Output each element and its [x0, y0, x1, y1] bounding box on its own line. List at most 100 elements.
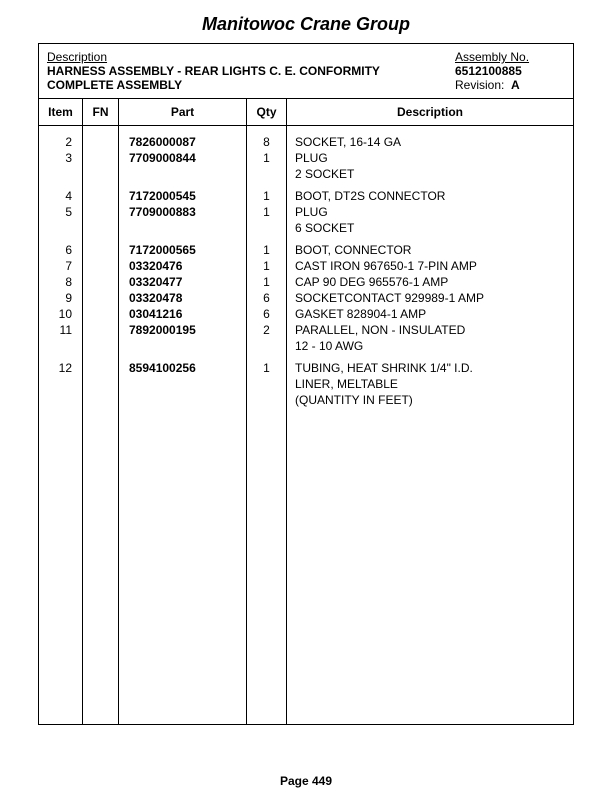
table-cell: 1: [247, 274, 286, 290]
table-cell: [247, 392, 286, 408]
table-cell: [247, 376, 286, 392]
col-header-part: Part: [119, 99, 247, 125]
table-cell: 4: [39, 188, 82, 204]
table-cell: GASKET 828904-1 AMP: [287, 306, 573, 322]
table-cell: 1: [247, 188, 286, 204]
table-cell: BOOT, CONNECTOR: [287, 242, 573, 258]
col-header-qty: Qty: [247, 99, 287, 125]
table-cell: 1: [247, 204, 286, 220]
table-cell: 03320478: [119, 290, 246, 306]
table-cell: [83, 376, 118, 392]
revision-value: A: [511, 78, 520, 92]
table-cell: 03041216: [119, 306, 246, 322]
table-cell: BOOT, DT2S CONNECTOR: [287, 188, 573, 204]
col-header-fn: FN: [83, 99, 119, 125]
table-cell: 7709000883: [119, 204, 246, 220]
table-cell: SOCKETCONTACT 929989-1 AMP: [287, 290, 573, 306]
table-cell: 11: [39, 322, 82, 338]
table-cell: 7709000844: [119, 150, 246, 166]
table-cell: [39, 392, 82, 408]
column-item: 23456789101112: [39, 126, 83, 724]
table-cell: PLUG: [287, 204, 573, 220]
table-cell: [83, 360, 118, 376]
table-cell: 10: [39, 306, 82, 322]
table-cell: [83, 392, 118, 408]
table-header-row: Item FN Part Qty Description: [39, 99, 573, 126]
table-cell: LINER, MELTABLE: [287, 376, 573, 392]
description-line-1: HARNESS ASSEMBLY - REAR LIGHTS C. E. CON…: [47, 64, 455, 78]
page-footer: Page 449: [0, 774, 612, 788]
table-cell: 8: [247, 134, 286, 150]
table-cell: (QUANTITY IN FEET): [287, 392, 573, 408]
table-cell: [83, 150, 118, 166]
revision-line: Revision: A: [455, 78, 565, 92]
table-cell: 2: [39, 134, 82, 150]
table-cell: [83, 242, 118, 258]
table-cell: [83, 204, 118, 220]
table-cell: 7172000565: [119, 242, 246, 258]
table-cell: 03320476: [119, 258, 246, 274]
table-cell: [83, 134, 118, 150]
table-cell: [119, 338, 246, 354]
table-cell: [39, 338, 82, 354]
table-cell: PLUG: [287, 150, 573, 166]
table-cell: CAP 90 DEG 965576-1 AMP: [287, 274, 573, 290]
col-header-item: Item: [39, 99, 83, 125]
table-cell: 1: [247, 258, 286, 274]
table-cell: 6: [39, 242, 82, 258]
table-cell: [83, 306, 118, 322]
table-cell: 2: [247, 322, 286, 338]
table-cell: [247, 166, 286, 182]
table-cell: 12 - 10 AWG: [287, 338, 573, 354]
table-cell: [39, 376, 82, 392]
table-cell: [119, 220, 246, 236]
table-cell: 7892000195: [119, 322, 246, 338]
column-desc: SOCKET, 16-14 GAPLUG2 SOCKETBOOT, DT2S C…: [287, 126, 573, 724]
table-cell: 7826000087: [119, 134, 246, 150]
table-cell: 2 SOCKET: [287, 166, 573, 182]
page-title: Manitowoc Crane Group: [0, 14, 612, 35]
column-part: 7826000087770900084471720005457709000883…: [119, 126, 247, 724]
table-cell: [83, 338, 118, 354]
table-cell: 1: [247, 150, 286, 166]
table-cell: 1: [247, 360, 286, 376]
table-cell: [247, 338, 286, 354]
table-cell: [119, 376, 246, 392]
table-cell: 03320477: [119, 274, 246, 290]
table-cell: 1: [247, 242, 286, 258]
assembly-label: Assembly No.: [455, 50, 565, 64]
table-cell: TUBING, HEAT SHRINK 1/4" I.D.: [287, 360, 573, 376]
table-cell: [119, 392, 246, 408]
table-cell: PARALLEL, NON - INSULATED: [287, 322, 573, 338]
table-cell: 8594100256: [119, 360, 246, 376]
table-cell: 6: [247, 306, 286, 322]
header-left: Description HARNESS ASSEMBLY - REAR LIGH…: [47, 50, 455, 92]
table-cell: [83, 274, 118, 290]
table-cell: [119, 166, 246, 182]
table-cell: [83, 290, 118, 306]
table-cell: 3: [39, 150, 82, 166]
table-cell: SOCKET, 16-14 GA: [287, 134, 573, 150]
table-cell: [83, 220, 118, 236]
header-block: Description HARNESS ASSEMBLY - REAR LIGH…: [39, 44, 573, 99]
table-cell: 7: [39, 258, 82, 274]
table-cell: [247, 220, 286, 236]
parts-table: Item FN Part Qty Description 23456789101…: [39, 99, 573, 724]
revision-label: Revision:: [455, 78, 504, 92]
description-label: Description: [47, 50, 455, 64]
column-qty: 81111116621: [247, 126, 287, 724]
table-cell: [83, 258, 118, 274]
table-cell: CAST IRON 967650-1 7-PIN AMP: [287, 258, 573, 274]
table-body: 23456789101112 7826000087770900084471720…: [39, 126, 573, 724]
col-header-desc: Description: [287, 99, 573, 125]
table-cell: [83, 322, 118, 338]
table-cell: [83, 166, 118, 182]
column-fn: [83, 126, 119, 724]
table-cell: 6 SOCKET: [287, 220, 573, 236]
table-cell: 6: [247, 290, 286, 306]
assembly-number: 6512100885: [455, 64, 565, 78]
table-cell: [39, 166, 82, 182]
table-cell: 8: [39, 274, 82, 290]
header-right: Assembly No. 6512100885 Revision: A: [455, 50, 565, 92]
table-cell: 9: [39, 290, 82, 306]
